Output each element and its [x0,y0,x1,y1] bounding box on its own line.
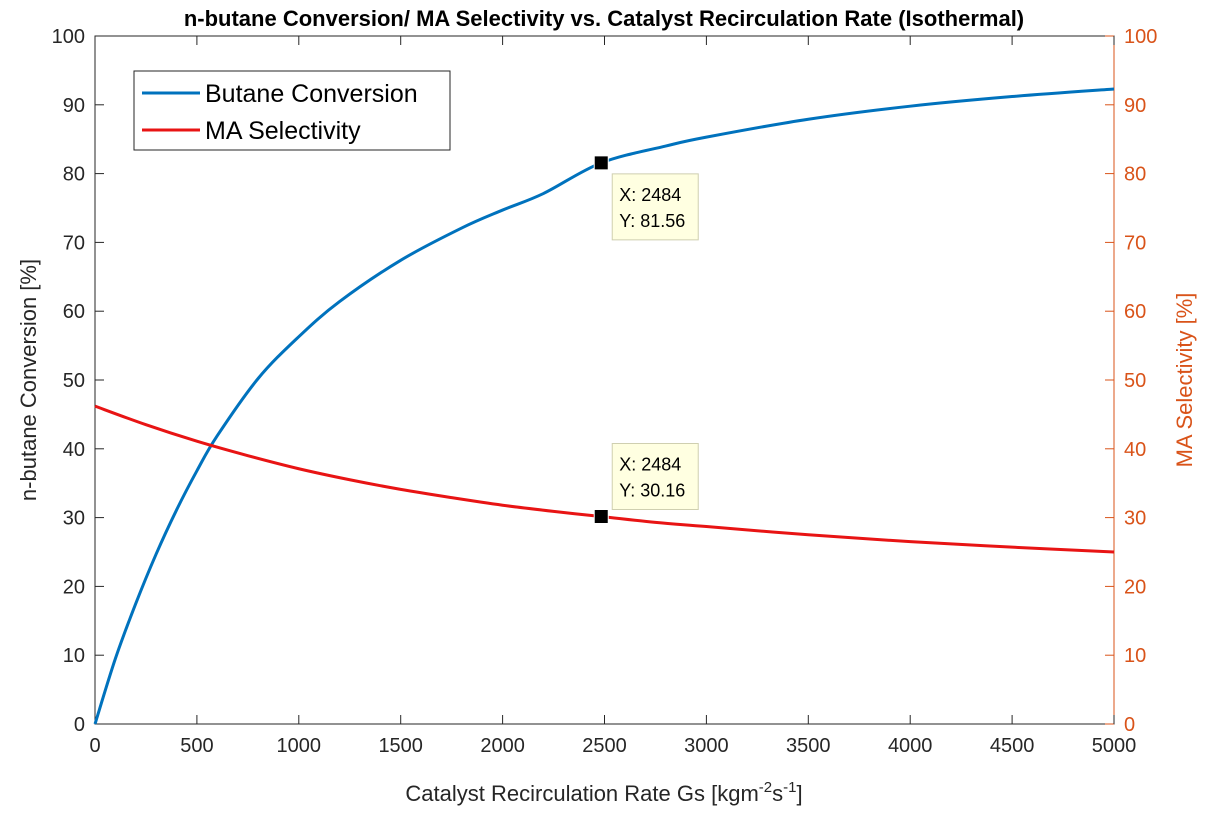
left-tick-label: 100 [52,26,85,48]
right-tick-label: 30 [1124,508,1146,530]
right-tick-label: 0 [1124,714,1135,736]
x-tick-label: 0 [89,735,100,757]
right-tick-label: 90 [1124,95,1146,117]
datatip-y-butane-conversion: Y: 81.56 [619,211,685,231]
left-tick-label: 90 [63,95,85,117]
left-tick-label: 10 [63,645,85,667]
right-tick-label: 80 [1124,164,1146,186]
datatip-marker-ma-selectivity[interactable] [593,508,609,524]
right-tick-label: 60 [1124,301,1146,323]
x-tick-label: 5000 [1092,735,1137,757]
right-tick-label: 50 [1124,370,1146,392]
left-tick-label: 40 [63,439,85,461]
legend-box [133,70,451,151]
series-layer [93,87,1115,725]
legend-label-ma-selectivity: MA Selectivity [205,117,361,145]
right-tick-label: 70 [1124,232,1146,254]
left-tick-label: 50 [63,370,85,392]
x-tick-label: 4000 [888,735,933,757]
left-tick-label: 30 [63,508,85,530]
plot-area [94,35,1115,725]
left-axis: 0 10 20 30 40 50 60 70 80 90 100 [52,26,104,736]
series-line-ma-selectivity [94,404,1115,554]
y-axis-label-right: MA Selectivity [%] [1172,293,1197,468]
right-tick-label: 10 [1124,645,1146,667]
x-tick-label: 2500 [582,735,627,757]
right-axis: 0 10 20 30 40 50 60 70 80 90 100 [1105,26,1157,736]
x-axis: 0 500 1000 1500 2000 2500 3000 3500 4000 4500 5000 [89,36,1136,757]
x-axis-label: Catalyst Recirculation Rate Gs [kgm-2s-1… [405,779,802,806]
datatip-x-ma-selectivity: X: 2484 [619,454,681,474]
x-tick-label: 1000 [277,735,322,757]
left-tick-label: 20 [63,576,85,598]
x-tick-label: 3500 [786,735,831,757]
left-tick-label: 0 [74,714,85,736]
datatip-box-ma-selectivity [611,442,699,510]
datatip-x-butane-conversion: X: 2484 [619,185,681,205]
legend[interactable]: Butane Conversion MA Selectivity [133,70,451,151]
legend-label-butane-conversion: Butane Conversion [205,80,418,108]
datatip-box-butane-conversion [611,173,699,241]
x-tick-label: 500 [180,735,213,757]
x-axis-label-s: s [772,781,783,806]
left-tick-label: 60 [63,301,85,323]
chart-title: n-butane Conversion/ MA Selectivity vs. … [184,6,1024,31]
x-tick-label: 4500 [990,735,1035,757]
x-tick-label: 2000 [480,735,525,757]
y-axis-label-left: n-butane Conversion [%] [16,259,41,501]
datatip-marker-butane-conversion[interactable] [593,155,609,171]
datatip-y-ma-selectivity: Y: 30.16 [619,480,685,500]
series-line-butane-conversion [93,87,1115,725]
x-axis-label-exp1: -2 [759,779,772,796]
x-axis-label-exp2: -1 [783,779,796,796]
x-axis-label-main: Catalyst Recirculation Rate Gs [kgm [405,781,758,806]
x-axis-label-end: ] [796,781,802,806]
left-tick-label: 70 [63,232,85,254]
x-tick-label: 1500 [378,735,423,757]
right-tick-label: 100 [1124,26,1157,48]
right-tick-label: 40 [1124,439,1146,461]
x-tick-label: 3000 [684,735,729,757]
datatips-layer: X: 2484 Y: 81.56 X: 2484 Y: 30.16 [593,155,699,524]
left-tick-label: 80 [63,164,85,186]
right-tick-label: 20 [1124,576,1146,598]
